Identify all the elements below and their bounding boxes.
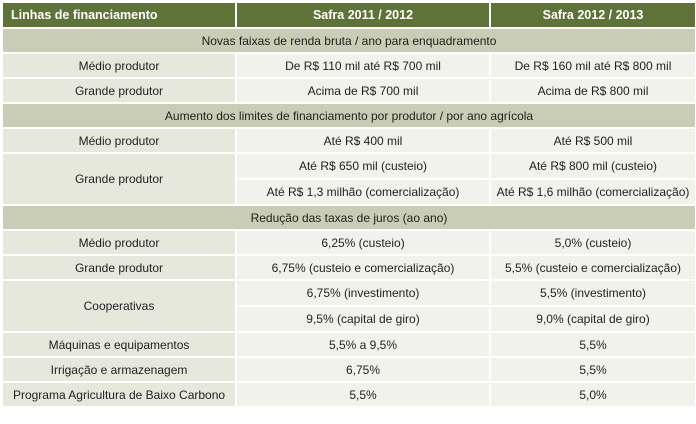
table-row: Programa Agricultura de Baixo Carbono 5,…: [3, 383, 695, 406]
table-row: Máquinas e equipamentos 5,5% a 9,5% 5,5%: [3, 333, 695, 356]
table-row: Cooperativas 6,75% (investimento) 5,5% (…: [3, 281, 695, 331]
value-2012-2013: De R$ 160 mil até R$ 800 mil: [491, 54, 695, 77]
table-row: 9,5% (capital de giro) 9,0% (capital de …: [3, 307, 695, 331]
value-2012-2013: Até R$ 800 mil (custeio): [491, 154, 695, 178]
value-2012-2013: 5,5%: [491, 333, 695, 356]
section-title: Redução das taxas de juros (ao ano): [3, 206, 695, 229]
row-label: Cooperativas: [3, 281, 235, 331]
row-label: Grande produtor: [3, 154, 235, 204]
row-label: Máquinas e equipamentos: [3, 333, 235, 356]
value-2011-2012: Até R$ 400 mil: [237, 129, 489, 152]
value-2011-2012: De R$ 110 mil até R$ 700 mil: [237, 54, 489, 77]
value-2011-2012: 6,75% (investimento): [237, 281, 489, 305]
value-2012-2013: Acima de R$ 800 mil: [491, 79, 695, 102]
table-header-row: Linhas de financiamento Safra 2011 / 201…: [3, 3, 695, 27]
section-row: Novas faixas de renda bruta / ano para e…: [3, 29, 695, 52]
value-2012-2013: 5,5%: [491, 358, 695, 381]
value-2011-2012: 5,5% a 9,5%: [237, 333, 489, 356]
table-row: Grande produtor 6,75% (custeio e comerci…: [3, 256, 695, 279]
section-title: Novas faixas de renda bruta / ano para e…: [3, 29, 695, 52]
table-row: Médio produtor 6,25% (custeio) 5,0% (cus…: [3, 231, 695, 254]
value-2011-2012: Até R$ 1,3 milhão (comercialização): [237, 180, 489, 204]
value-2011-2012: 9,5% (capital de giro): [237, 307, 489, 331]
value-2012-2013: 5,0% (custeio): [491, 231, 695, 254]
value-2011-2012: 6,75%: [237, 358, 489, 381]
value-2012-2013: 5,5% (investimento): [491, 281, 695, 305]
value-2012-2013: 5,5% (custeio e comercialização): [491, 256, 695, 279]
value-2012-2013: 9,0% (capital de giro): [491, 307, 695, 331]
row-label: Grande produtor: [3, 256, 235, 279]
section-row: Redução das taxas de juros (ao ano): [3, 206, 695, 229]
value-2012-2013: Até R$ 500 mil: [491, 129, 695, 152]
table-row: Médio produtor De R$ 110 mil até R$ 700 …: [3, 54, 695, 77]
value-2011-2012: Até R$ 650 mil (custeio): [237, 154, 489, 178]
financing-table: Linhas de financiamento Safra 2011 / 201…: [1, 1, 696, 408]
value-2011-2012: 6,75% (custeio e comercialização): [237, 256, 489, 279]
row-label: Programa Agricultura de Baixo Carbono: [3, 383, 235, 406]
table-row: Até R$ 1,3 milhão (comercialização) Até …: [3, 180, 695, 204]
row-label: Médio produtor: [3, 231, 235, 254]
row-label: Médio produtor: [3, 129, 235, 152]
header-harvest-2011-2012: Safra 2011 / 2012: [237, 3, 489, 27]
table-row: Grande produtor Até R$ 650 mil (custeio)…: [3, 154, 695, 204]
value-2011-2012: 5,5%: [237, 383, 489, 406]
row-label: Médio produtor: [3, 54, 235, 77]
header-financing-lines: Linhas de financiamento: [3, 3, 235, 27]
value-2011-2012: Acima de R$ 700 mil: [237, 79, 489, 102]
table-row: Irrigação e armazenagem 6,75% 5,5%: [3, 358, 695, 381]
table-row: Grande produtor Acima de R$ 700 mil Acim…: [3, 79, 695, 102]
section-row: Aumento dos limites de financiamento por…: [3, 104, 695, 127]
section-title: Aumento dos limites de financiamento por…: [3, 104, 695, 127]
row-label: Irrigação e armazenagem: [3, 358, 235, 381]
header-harvest-2012-2013: Safra 2012 / 2013: [491, 3, 695, 27]
value-2012-2013: Até R$ 1,6 milhão (comercialização): [491, 180, 695, 204]
table-row: Médio produtor Até R$ 400 mil Até R$ 500…: [3, 129, 695, 152]
row-label: Grande produtor: [3, 79, 235, 102]
value-2011-2012: 6,25% (custeio): [237, 231, 489, 254]
value-2012-2013: 5,0%: [491, 383, 695, 406]
